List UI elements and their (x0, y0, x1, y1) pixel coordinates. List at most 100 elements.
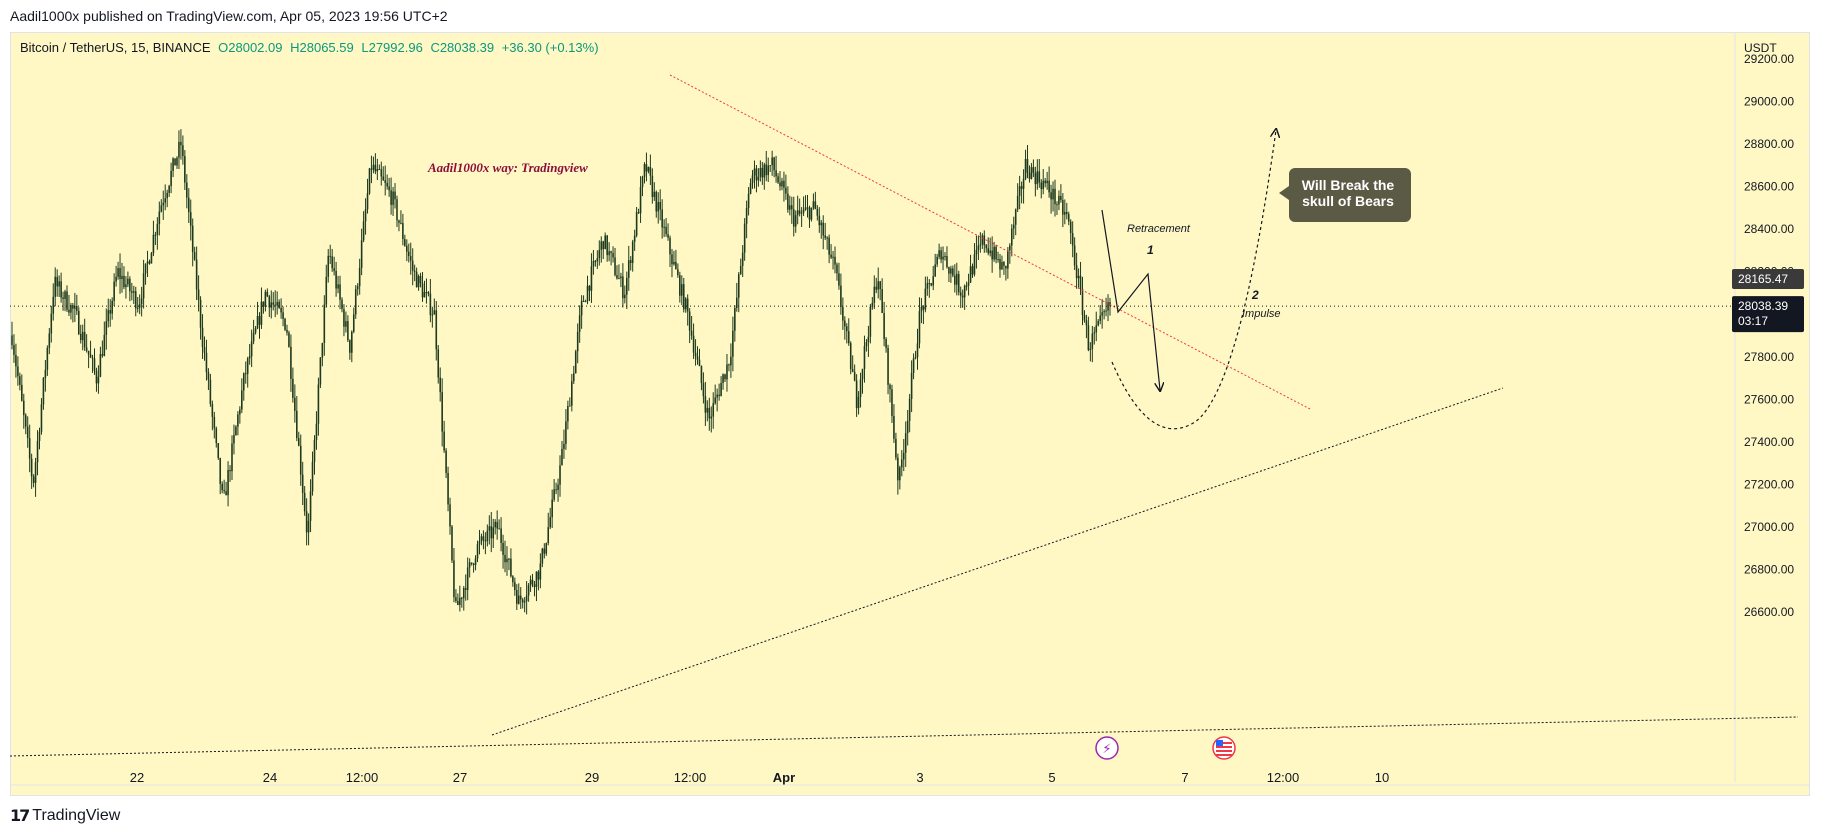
tradingview-logo[interactable]: 17 TradingView (10, 806, 120, 825)
candle-body (195, 259, 198, 290)
candle-body (30, 458, 33, 477)
candle-body (572, 373, 575, 382)
candle-body (785, 187, 787, 194)
candle-body (855, 380, 858, 409)
candle-body (1024, 159, 1027, 179)
candle-body (604, 235, 606, 250)
candle-body (76, 306, 78, 311)
price-tick-label: 27600.00 (1744, 392, 1794, 406)
price-tick-label: 29000.00 (1744, 95, 1794, 109)
candle-body (961, 295, 964, 298)
candle-body (64, 291, 66, 299)
candle-body (201, 327, 204, 348)
candle-body (914, 357, 917, 359)
candle-body (400, 222, 402, 224)
candle-body (486, 530, 489, 542)
candle-body (407, 251, 410, 257)
candle-body (569, 405, 571, 407)
candle-body (712, 403, 715, 417)
candle-body (590, 266, 593, 291)
candle-body (352, 314, 355, 332)
candle-body (239, 409, 241, 415)
candle-body (541, 548, 544, 564)
candle-body (396, 199, 398, 221)
candle-body (688, 311, 691, 331)
candle-body (488, 526, 491, 531)
candle-body (1073, 245, 1076, 266)
price-tick-label: 26800.00 (1744, 562, 1794, 576)
price-tick-label: 28800.00 (1744, 137, 1794, 151)
candle-body (95, 370, 98, 384)
candle-body (596, 258, 599, 262)
candle-body (333, 268, 335, 272)
candle-body (928, 283, 931, 285)
candle-body (113, 281, 115, 301)
candle-body (757, 176, 760, 181)
candle-body (480, 536, 483, 542)
candle-body (203, 347, 206, 353)
candle-body (963, 285, 966, 298)
candle-body (72, 305, 74, 309)
candle-body (42, 377, 45, 405)
candle-body (451, 526, 453, 561)
candle-body (1036, 171, 1039, 185)
candle-body (32, 476, 35, 483)
candle-body (906, 420, 909, 434)
candle-body (211, 404, 214, 417)
candle-body (74, 306, 76, 309)
candle-body (967, 282, 970, 286)
candle-body (948, 267, 950, 274)
candle-body (129, 278, 131, 292)
candle-body (191, 225, 194, 253)
candle-body (199, 299, 202, 328)
candle-body (655, 191, 658, 212)
candle-body (386, 182, 388, 187)
candle-body (46, 347, 49, 370)
candle-body (83, 331, 86, 348)
candle-body (1044, 180, 1046, 184)
candle-body (512, 576, 514, 583)
candle-body (380, 169, 383, 177)
price-tick-label: 26600.00 (1744, 605, 1794, 619)
candle-body (184, 156, 186, 183)
candle-body (559, 465, 561, 485)
candle-body (472, 563, 475, 565)
candle-body (684, 298, 687, 310)
candle-body (578, 315, 581, 332)
candle-body (1018, 186, 1021, 196)
candle-body (500, 528, 502, 543)
candle-body (663, 226, 665, 228)
candle-body (765, 164, 768, 176)
published-text: Aadil1000x published on TradingView.com,… (10, 8, 448, 24)
candle-body (186, 182, 188, 198)
candle-body (225, 491, 227, 496)
candle-body (973, 254, 976, 275)
candle-body (329, 255, 332, 257)
candle-body (219, 458, 222, 484)
candle-body (820, 222, 823, 226)
candle-body (156, 223, 159, 235)
candle-body (942, 256, 944, 260)
candle-body (266, 291, 269, 297)
candle-body (464, 588, 467, 591)
candle-body (639, 187, 642, 214)
candle-body (388, 186, 390, 191)
candle-body (274, 304, 277, 306)
candle-body (237, 414, 239, 427)
candle-body (844, 320, 846, 327)
candle-body (374, 164, 377, 172)
candle-body (700, 366, 703, 384)
tradingview-brand-text: TradingView (32, 806, 121, 824)
candle-body (1038, 171, 1041, 183)
time-tick-label: 12:00 (1267, 770, 1300, 785)
candle-body (17, 366, 19, 377)
candle-body (531, 579, 534, 585)
candle-body (476, 544, 479, 559)
candle-body (794, 215, 797, 227)
candle-body (105, 321, 108, 335)
candle-body (1032, 167, 1035, 173)
candle-body (1093, 332, 1096, 334)
candle-body (918, 311, 921, 344)
candle-body (661, 209, 663, 228)
